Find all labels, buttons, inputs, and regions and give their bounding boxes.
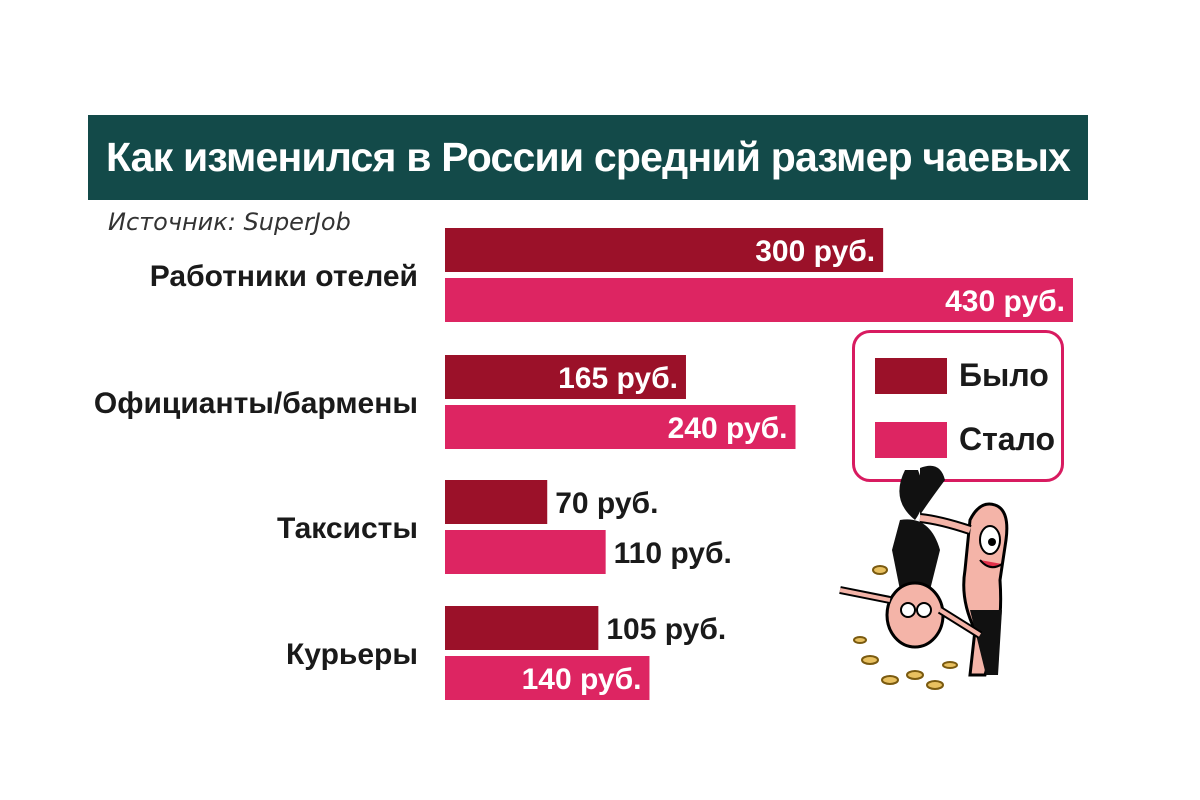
bar-after [445,405,796,449]
bar-before [445,228,884,272]
title-bar: Как изменился в России средний размер ча… [88,115,1088,200]
source-note: Источник: SuperJob [108,208,351,236]
category-label: Таксисты [277,512,418,545]
legend-swatch-after [875,421,947,458]
data-label: 430 руб. [945,285,1065,318]
data-label: 165 руб. [558,362,678,395]
bar-before [445,606,599,650]
legend-item-before: Было [875,357,1049,394]
chart-title: Как изменился в России средний размер ча… [105,134,1071,180]
data-label: 105 руб. [606,613,726,646]
category-label: Работники отелей [150,260,418,293]
category-label: Официанты/бармены [94,387,418,420]
bar-before [445,480,548,524]
bar-after [445,278,1073,322]
data-label: 300 руб. [755,235,875,268]
data-label: 70 руб. [555,487,658,520]
cartoon-man-shaking-coins-icon [839,465,1009,690]
bar-after [445,530,606,574]
data-label: 140 руб. [522,663,642,696]
legend: Было Стало [852,330,1064,482]
legend-item-after: Стало [875,421,1055,458]
bar-after [445,656,650,700]
legend-swatch-before [875,357,947,394]
category-label: Курьеры [286,638,418,671]
data-label: 240 руб. [668,412,788,445]
data-label: 110 руб. [614,537,732,570]
legend-label-before: Было [959,357,1049,393]
bar-before [445,355,686,399]
legend-label-after: Стало [959,421,1056,457]
